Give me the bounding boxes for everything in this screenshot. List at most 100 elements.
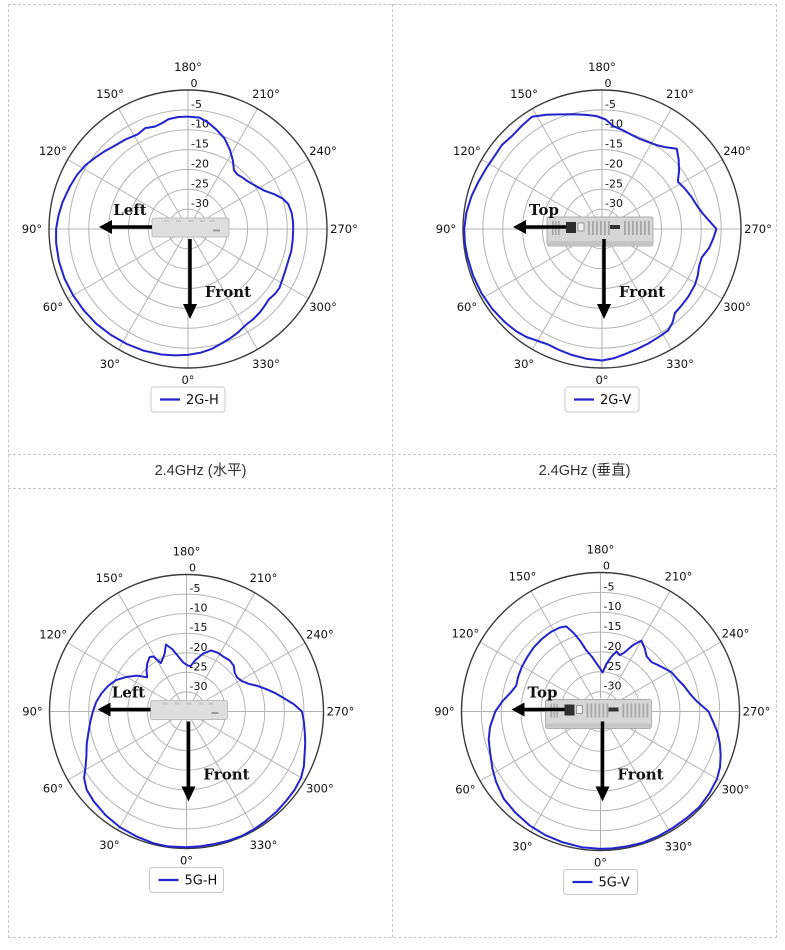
angle-tick-330: 330° [250, 838, 278, 852]
angle-tick-240: 240° [309, 144, 337, 158]
angle-tick-240: 240° [722, 627, 750, 641]
angle-tick-90: 90° [436, 222, 456, 236]
arrow-label-front: Front [617, 766, 663, 784]
angle-tick-120: 120° [452, 627, 480, 641]
arrow-label-front: Front [203, 766, 249, 784]
radial-tick-15: -15 [190, 621, 208, 634]
angle-tick-300: 300° [723, 300, 751, 314]
arrow-label-front: Front [619, 283, 665, 301]
angle-tick-210: 210° [665, 569, 693, 583]
legend-label-2g-h: 2G-H [186, 393, 219, 408]
angle-tick-150: 150° [510, 87, 538, 101]
front-arrow-icon [183, 304, 197, 319]
polar-chart-5g-v: 0° 30° 60° 90° 120° 150° 180° 210° 240° 270° 300° 3… [393, 489, 776, 937]
angle-tick-270: 270° [327, 705, 355, 719]
radial-tick-5: -5 [605, 98, 616, 111]
outer-circle [462, 89, 742, 369]
angle-tick-210: 210° [250, 571, 278, 585]
radial-tick-20: -20 [191, 157, 209, 170]
arrow-label-left: Top [529, 201, 559, 219]
angle-tick-240: 240° [306, 628, 334, 642]
radial-tick-0: 0 [191, 77, 198, 90]
radial-tick-10: -10 [190, 602, 208, 615]
angle-tick-270: 270° [744, 222, 772, 236]
angle-tick-180: 180° [587, 543, 615, 557]
legend-2g-v [564, 386, 640, 413]
angle-tick-60: 60° [43, 300, 63, 314]
angle-tick-30: 30° [100, 357, 120, 371]
angle-tick-30: 30° [99, 838, 119, 852]
angle-tick-0: 0° [181, 373, 194, 387]
front-arrow-icon [595, 786, 610, 802]
device-image-top-view [150, 700, 228, 720]
orientation-arrows [99, 220, 197, 319]
radial-tick-15: -15 [191, 138, 209, 151]
radial-tick-10: -10 [191, 118, 209, 131]
left-arrow-icon [97, 702, 111, 717]
angle-tick-0: 0° [180, 854, 193, 868]
angle-tick-90: 90° [434, 705, 454, 719]
angle-tick-120: 120° [39, 144, 67, 158]
radial-tick-0: 0 [603, 560, 610, 573]
angle-tick-300: 300° [306, 782, 334, 796]
device-image-rear-view [546, 216, 654, 247]
orientation-arrows [513, 220, 611, 319]
angle-tick-240: 240° [723, 144, 751, 158]
angle-tick-180: 180° [174, 60, 202, 74]
angle-tick-150: 150° [96, 87, 124, 101]
angle-tick-300: 300° [722, 783, 750, 797]
angle-tick-0: 0° [595, 373, 608, 387]
legend-2g-h [150, 386, 226, 413]
radial-tick-25: -25 [605, 177, 623, 190]
front-arrow-icon [181, 786, 196, 802]
left-arrow-icon [99, 220, 112, 234]
orientation-arrows [97, 702, 196, 802]
angle-tick-60: 60° [455, 783, 475, 797]
arrow-label-left: Top [528, 684, 558, 702]
angle-tick-60: 60° [457, 300, 477, 314]
angle-tick-300: 300° [309, 300, 337, 314]
radial-tick-5: -5 [604, 580, 615, 593]
angle-tick-90: 90° [22, 705, 42, 719]
angle-tick-0: 0° [594, 856, 607, 870]
front-arrow-icon [597, 304, 611, 319]
angle-tick-330: 330° [665, 840, 693, 854]
left-arrow-icon [511, 702, 525, 717]
radial-tick-5: -5 [190, 582, 201, 595]
radiation-curve-2g-v [463, 113, 718, 362]
radial-tick-15: -15 [605, 138, 623, 151]
radiation-curve-5g-v [487, 625, 722, 850]
arrow-label-left: Left [113, 201, 147, 219]
angle-tick-150: 150° [509, 569, 537, 583]
angle-tick-180: 180° [588, 60, 616, 74]
radial-tick-30: -30 [604, 680, 622, 693]
angle-tick-30: 30° [512, 840, 532, 854]
radial-tick-5: -5 [191, 98, 202, 111]
outer-circle [48, 573, 325, 850]
angle-tick-270: 270° [330, 222, 358, 236]
caption-24ghz-horizontal: 2.4GHz (水平) [154, 463, 247, 479]
angle-tick-210: 210° [252, 87, 280, 101]
radiation-curve-2g-h [55, 115, 295, 357]
angle-tick-330: 330° [666, 357, 694, 371]
angle-tick-120: 120° [453, 144, 481, 158]
angle-tick-60: 60° [43, 782, 63, 796]
radial-tick-30: -30 [605, 197, 623, 210]
radial-tick-0: 0 [189, 562, 196, 575]
legend-label-5g-h: 5G-H [185, 874, 218, 889]
radial-tick-25: -25 [190, 660, 208, 673]
arrow-label-left: Left [112, 684, 146, 702]
angle-tick-180: 180° [173, 545, 201, 559]
radial-tick-30: -30 [191, 197, 209, 210]
legend-5g-h [149, 867, 224, 893]
polar-chart-5g-h: 0° 30° 60° 90° 120° 150° 180° 210° 240° 270° 300° 3… [9, 489, 392, 937]
orientation-arrows [511, 702, 610, 802]
device-image-rear-view [545, 699, 652, 729]
radial-tick-10: -10 [604, 600, 622, 613]
left-arrow-icon [513, 220, 526, 234]
angle-tick-120: 120° [39, 628, 67, 642]
radial-tick-20: -20 [605, 157, 623, 170]
radiation-curve-5g-h [83, 643, 307, 849]
angle-tick-270: 270° [743, 705, 771, 719]
